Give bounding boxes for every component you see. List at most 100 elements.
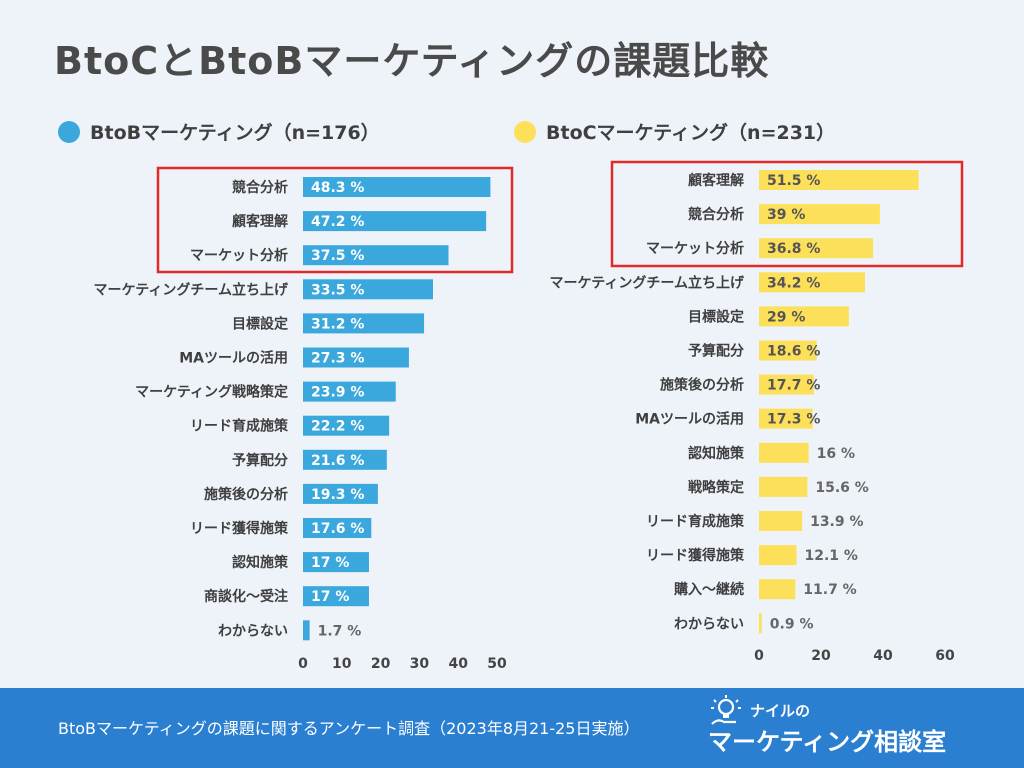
btoc-bar [759, 238, 874, 259]
btoc-bar [759, 476, 808, 497]
btoc-bar [759, 340, 817, 361]
btob-category-label: 予算配分 [232, 452, 288, 469]
btob-value-label: 17 % [311, 589, 349, 605]
btoc-value-label: 18.6 % [767, 344, 820, 360]
btoc-value-label: 16 % [817, 446, 855, 462]
btob-tick-label: 10 [332, 656, 352, 672]
btob-category-label: リード育成施策 [190, 418, 289, 435]
btoc-bar [759, 579, 796, 600]
btob-category-label: リード獲得施策 [190, 520, 289, 537]
legend-btob: BtoBマーケティング（n=176） [58, 118, 380, 145]
legend-btoc: BtoCマーケティング（n=231） [514, 118, 835, 145]
btob-bar [303, 449, 387, 470]
btoc-bar [759, 408, 813, 429]
btoc-category-label: 認知施策 [688, 445, 745, 462]
btoc-category-label: 顧客理解 [688, 172, 744, 189]
legend-btoc-label: BtoCマーケティング（n=231） [546, 122, 836, 144]
btob-bar [303, 279, 433, 300]
btoc-category-label: 目標設定 [688, 308, 744, 325]
btob-bar [303, 586, 369, 607]
btoc-category-label: 予算配分 [688, 343, 744, 360]
btob-bar [303, 552, 369, 573]
btoc-value-label: 17.7 % [767, 378, 820, 394]
btoc-category-label: 競合分析 [688, 206, 744, 223]
btob-bar [303, 483, 378, 504]
btoc-bar [759, 511, 803, 531]
logo-small-text: ナイルの [750, 702, 811, 720]
btoc-value-label: 11.7 % [803, 582, 856, 598]
btoc-category-label: リード獲得施策 [646, 547, 745, 564]
footer: BtoBマーケティングの課題に関するアンケート調査（2023年8月21-25日実… [0, 688, 1024, 768]
btob-value-label: 33.5 % [311, 282, 364, 298]
btob-category-label: 認知施策 [232, 554, 289, 571]
btoc-tick-label: 60 [935, 648, 955, 664]
btob-category-label: 施策後の分析 [204, 486, 288, 503]
btoc-category-label: マーケティングチーム立ち上げ [550, 274, 745, 291]
brand-logo: ナイルの マーケティング相談室 [708, 694, 1008, 762]
btob-value-label: 1.7 % [318, 623, 362, 639]
btoc-bar [759, 170, 919, 190]
btob-category-label: 顧客理解 [232, 213, 288, 230]
btoc-value-label: 34.2 % [767, 275, 820, 291]
btoc-value-label: 51.5 % [767, 173, 820, 189]
btob-value-label: 17 % [311, 555, 349, 571]
btob-value-label: 22.2 % [311, 419, 364, 435]
btoc-bar [759, 613, 762, 634]
legend-btob-label: BtoBマーケティング（n=176） [90, 122, 380, 144]
btob-bar [303, 381, 396, 402]
footer-survey-note: BtoBマーケティングの課題に関するアンケート調査（2023年8月21-25日実… [58, 719, 640, 738]
btob-value-label: 17.6 % [311, 521, 364, 537]
btob-value-label: 21.6 % [311, 453, 364, 469]
btoc-value-label: 17.3 % [767, 412, 820, 428]
page-title: BtoCとBtoBマーケティングの課題比較 [54, 39, 770, 83]
btob-category-label: 商談化〜受注 [204, 588, 288, 605]
btob-category-label: 競合分析 [232, 179, 288, 196]
btob-category-label: マーケティングチーム立ち上げ [94, 281, 289, 298]
btoc-value-label: 13.9 % [810, 514, 863, 530]
btob-tick-label: 20 [371, 656, 391, 672]
btob-value-label: 31.2 % [311, 316, 364, 332]
btob-category-label: わからない [218, 623, 288, 639]
btob-value-label: 48.3 % [311, 180, 364, 196]
btob-value-label: 19.3 % [311, 487, 364, 503]
btoc-value-label: 0.9 % [770, 616, 814, 632]
btoc-bar [759, 545, 797, 566]
btoc-value-label: 36.8 % [767, 241, 820, 257]
btoc-value-label: 29 % [767, 309, 805, 325]
btoc-value-label: 15.6 % [815, 480, 868, 496]
btob-bar [303, 245, 449, 266]
btoc-bar [759, 442, 809, 463]
btob-category-label: マーケット分析 [190, 247, 288, 264]
btoc-category-label: リード育成施策 [646, 513, 745, 530]
btob-value-label: 27.3 % [311, 351, 364, 367]
btoc-bar [759, 272, 866, 293]
btoc-category-label: わからない [674, 616, 744, 632]
btoc-bar [759, 374, 814, 395]
btob-tick-label: 30 [410, 656, 430, 672]
btob-tick-label: 50 [487, 656, 507, 672]
btoc-tick-label: 0 [754, 648, 764, 664]
btob-bar [303, 313, 425, 334]
btob-value-label: 37.5 % [311, 248, 364, 264]
btob-bar [303, 347, 409, 368]
btoc-tick-label: 40 [873, 648, 893, 664]
btoc-category-label: マーケット分析 [646, 240, 744, 257]
btob-tick-label: 40 [448, 656, 468, 672]
btoc-bar [759, 306, 849, 327]
btob-bar [303, 518, 372, 538]
btoc-value-label: 12.1 % [805, 548, 858, 564]
btob-category-label: 目標設定 [232, 315, 288, 332]
btob-category-label: マーケティング戦略策定 [135, 384, 288, 401]
btob-tick-label: 0 [298, 656, 308, 672]
legend-btob-swatch [58, 120, 80, 143]
btoc-category-label: 施策後の分析 [660, 377, 744, 394]
btob-highlight-box [156, 166, 514, 274]
btoc-value-label: 39 % [767, 207, 805, 223]
btob-category-label: MAツールの活用 [179, 350, 288, 367]
btoc-bar [759, 204, 880, 225]
btob-bar [303, 211, 487, 232]
btob-value-label: 23.9 % [311, 385, 364, 401]
btob-bar [303, 620, 310, 641]
btob-bar [303, 177, 491, 197]
lightbulb-icon [711, 695, 741, 725]
